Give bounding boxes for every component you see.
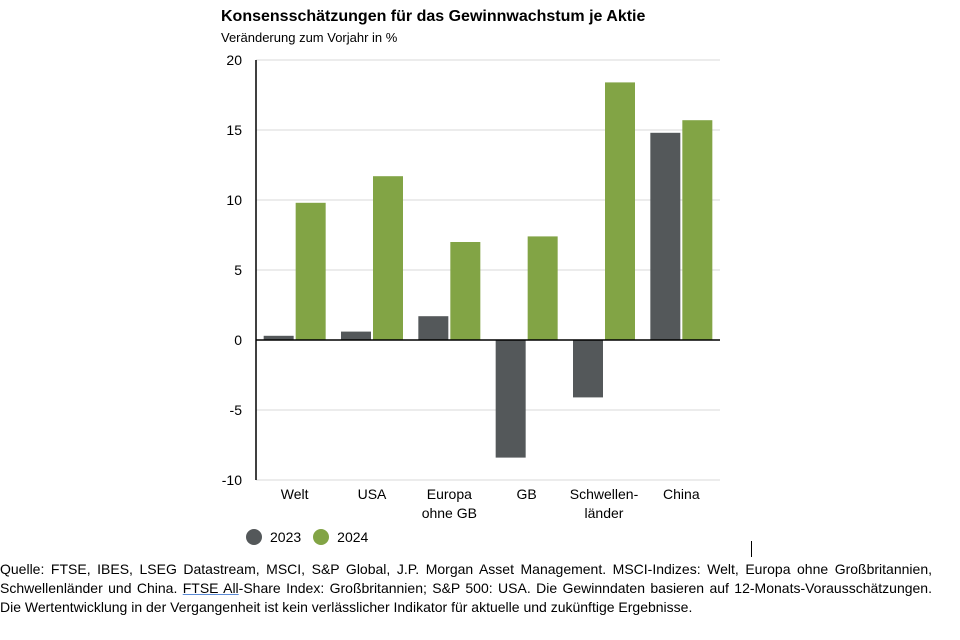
bar-2023-5 <box>650 132 681 340</box>
x-category-label-line: länder <box>585 505 624 521</box>
footnote-text-part2: -Share Index: Großbritannien; S&P 500: U… <box>0 580 932 615</box>
bars <box>263 82 713 458</box>
y-tick-label: 10 <box>226 192 242 208</box>
bar-2024-3 <box>527 236 558 340</box>
bar-2023-2 <box>418 316 449 340</box>
legend-swatch-2023 <box>246 529 262 545</box>
bar-2024-5 <box>682 120 713 340</box>
legend-label-2023: 2023 <box>270 529 302 545</box>
bar-2023-1 <box>341 331 371 340</box>
y-tick-label: -5 <box>230 402 243 418</box>
legend-item-2024: 2024 <box>313 529 368 545</box>
bar-2023-3 <box>495 340 526 458</box>
x-category-label-line: GB <box>517 486 537 502</box>
bar-2024-0 <box>295 202 326 340</box>
chart-subtitle: Veränderung zum Vorjahr in % <box>221 30 398 45</box>
legend: 2023 2024 <box>246 529 368 545</box>
y-tick-label: 20 <box>226 52 242 68</box>
x-category-label-line: Schwellen- <box>570 486 639 502</box>
bar-2024-4 <box>605 82 635 341</box>
x-category-label: Europa ohne GB <box>422 486 477 521</box>
y-tick-label: 0 <box>234 332 242 348</box>
x-category-label: Schwellen-länder <box>570 486 639 521</box>
chart-title: Konsensschätzungen für das Gewinnwachstu… <box>221 8 646 25</box>
bar-chart: -10 -5 0 5 10 15 20 Welt USA Europa ohne GB GB Schw… <box>222 52 720 521</box>
bar-2023-0 <box>263 335 294 340</box>
y-tick-label: 15 <box>226 122 242 138</box>
x-category-label-line: Welt <box>281 486 309 502</box>
x-category-label-line: Europa <box>427 486 472 502</box>
bar-2024-1 <box>373 176 403 340</box>
x-category-label: USA <box>358 486 387 502</box>
x-category-label: China <box>663 486 700 502</box>
x-axis-labels: Welt USA Europa ohne GB GB Schwellen-länder Ch… <box>281 486 700 521</box>
legend-swatch-2024 <box>313 529 330 545</box>
bar-2024-2 <box>450 242 481 340</box>
source-footnote: Quelle: FTSE, IBES, LSEG Datastream, MSC… <box>0 560 932 617</box>
footnote-link[interactable]: FTSE All <box>182 580 239 596</box>
text-cursor <box>751 541 752 557</box>
gridlines <box>256 59 720 481</box>
axes <box>255 60 720 480</box>
legend-label-2024: 2024 <box>337 529 369 545</box>
legend-item-2023: 2023 <box>246 529 301 545</box>
x-category-label-line: China <box>663 486 700 502</box>
y-tick-label: 5 <box>234 262 242 278</box>
x-category-label-line: USA <box>358 486 387 502</box>
bar-2023-4 <box>573 340 603 398</box>
footnote-text-part1: Quelle: FTSE, IBES, LSEG Datastream, MSC… <box>0 561 932 596</box>
x-category-label-line: ohne GB <box>422 505 477 521</box>
x-category-label: GB <box>517 486 537 502</box>
y-tick-label: -10 <box>222 472 242 488</box>
x-category-label: Welt <box>281 486 309 502</box>
y-axis-ticks: -10 -5 0 5 10 15 20 <box>222 52 242 488</box>
